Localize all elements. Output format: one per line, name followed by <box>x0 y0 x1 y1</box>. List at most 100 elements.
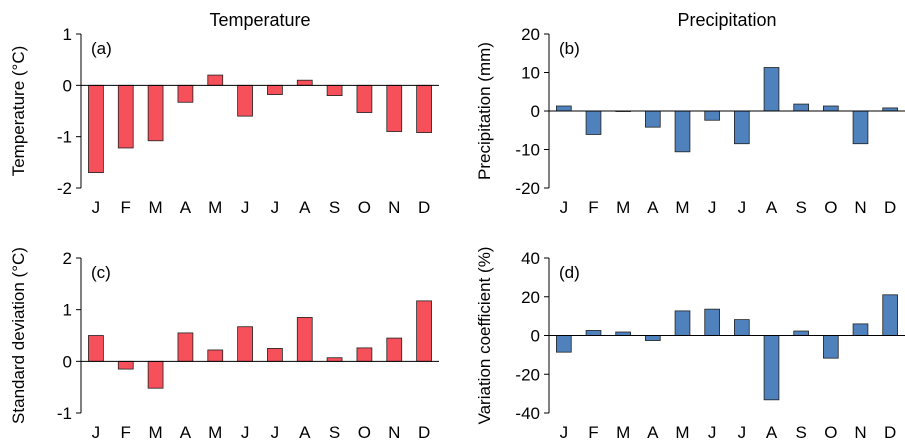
bar-s-8 <box>326 84 343 97</box>
x-tick-label: M <box>148 423 162 442</box>
bar-o-9 <box>356 347 373 362</box>
x-tick-label: J <box>708 198 717 217</box>
x-tick-label: O <box>824 423 837 442</box>
y-tick-label: 0 <box>63 352 72 371</box>
bar-n-10 <box>852 110 869 145</box>
bar-f-1 <box>585 110 602 135</box>
y-tick-label: -10 <box>515 141 540 160</box>
x-tick-label: N <box>854 198 866 217</box>
x-tick-label: J <box>738 423 747 442</box>
x-tick-label: S <box>329 198 340 217</box>
panel-label: (b) <box>559 39 580 58</box>
y-axis-label: Standard deviation (°C) <box>9 247 28 424</box>
x-tick-label: D <box>418 423 430 442</box>
x-tick-label: M <box>675 198 689 217</box>
bar-n-10 <box>386 337 403 362</box>
bar-n-10 <box>386 84 403 132</box>
y-tick-label: 1 <box>63 25 72 44</box>
x-tick-label: J <box>738 198 747 217</box>
bar-m-4 <box>207 74 224 86</box>
bar-j-0 <box>556 335 572 353</box>
x-tick-label: J <box>560 423 569 442</box>
y-tick-label: -20 <box>515 179 540 198</box>
x-tick-label: J <box>708 423 717 442</box>
bar-j-0 <box>88 335 104 362</box>
bar-o-9 <box>356 84 373 113</box>
x-tick-label: S <box>329 423 340 442</box>
bar-a-7 <box>763 67 780 112</box>
bar-a-7 <box>296 79 313 86</box>
bar-j-5 <box>704 110 720 121</box>
bar-a-7 <box>763 335 780 401</box>
bar-j-0 <box>556 105 572 112</box>
x-tick-label: D <box>884 423 896 442</box>
y-axis-label: Temperature (°C) <box>9 46 28 177</box>
x-tick-label: F <box>588 423 598 442</box>
bar-o-9 <box>823 335 839 359</box>
bar-a-7 <box>296 317 313 362</box>
bar-n-10 <box>852 323 869 336</box>
bar-f-1 <box>117 360 134 370</box>
bar-m-2 <box>615 331 631 336</box>
bar-m-4 <box>207 349 224 362</box>
y-tick-label: 10 <box>521 64 540 83</box>
bar-j-6 <box>267 348 283 362</box>
x-tick-label: S <box>795 198 806 217</box>
bar-a-3 <box>645 110 661 128</box>
bar-j-6 <box>734 319 750 336</box>
x-tick-label: F <box>121 198 131 217</box>
chart-title: Temperature <box>209 10 310 30</box>
x-tick-label: M <box>148 198 162 217</box>
x-tick-label: J <box>92 198 101 217</box>
y-tick-label: -1 <box>57 404 72 423</box>
x-tick-label: J <box>271 423 280 442</box>
y-tick-label: 0 <box>63 76 72 95</box>
x-tick-label: J <box>92 423 101 442</box>
bar-j-5 <box>237 84 253 117</box>
y-tick-label: 1 <box>63 301 72 320</box>
bar-j-5 <box>704 308 720 336</box>
y-axis-label: Variation coefficient (%) <box>475 247 494 425</box>
y-tick-label: -20 <box>515 365 540 384</box>
panel-label: (d) <box>559 263 580 282</box>
bar-s-8 <box>793 330 809 336</box>
x-tick-label: A <box>766 423 778 442</box>
bar-m-2 <box>147 84 164 142</box>
bar-j-6 <box>734 110 750 145</box>
bar-d-11 <box>882 294 898 336</box>
x-tick-label: A <box>647 198 659 217</box>
x-tick-label: A <box>766 198 778 217</box>
bar-a-3 <box>177 332 194 362</box>
bar-m-4 <box>674 310 691 336</box>
bar-o-9 <box>823 105 839 112</box>
bar-f-1 <box>585 330 602 336</box>
x-tick-label: O <box>358 198 371 217</box>
x-tick-label: A <box>299 423 311 442</box>
x-tick-label: D <box>884 198 896 217</box>
y-tick-label: 0 <box>531 327 540 346</box>
x-tick-label: N <box>388 423 400 442</box>
x-tick-label: M <box>208 423 222 442</box>
x-tick-label: J <box>271 198 280 217</box>
bar-a-3 <box>177 84 194 103</box>
y-tick-label: 2 <box>63 249 72 268</box>
x-tick-label: F <box>588 198 598 217</box>
x-tick-label: J <box>241 423 250 442</box>
x-tick-label: A <box>180 423 192 442</box>
chart-title: Precipitation <box>677 10 776 30</box>
bar-s-8 <box>793 103 809 112</box>
bar-m-2 <box>147 360 164 389</box>
x-tick-label: A <box>180 198 192 217</box>
y-axis-label: Precipitation (mm) <box>475 42 494 180</box>
bar-d-11 <box>416 300 432 362</box>
x-tick-label: M <box>616 423 630 442</box>
x-tick-label: M <box>675 423 689 442</box>
x-tick-label: J <box>241 198 250 217</box>
x-tick-label: A <box>299 198 311 217</box>
x-tick-label: M <box>208 198 222 217</box>
x-tick-label: O <box>358 423 371 442</box>
